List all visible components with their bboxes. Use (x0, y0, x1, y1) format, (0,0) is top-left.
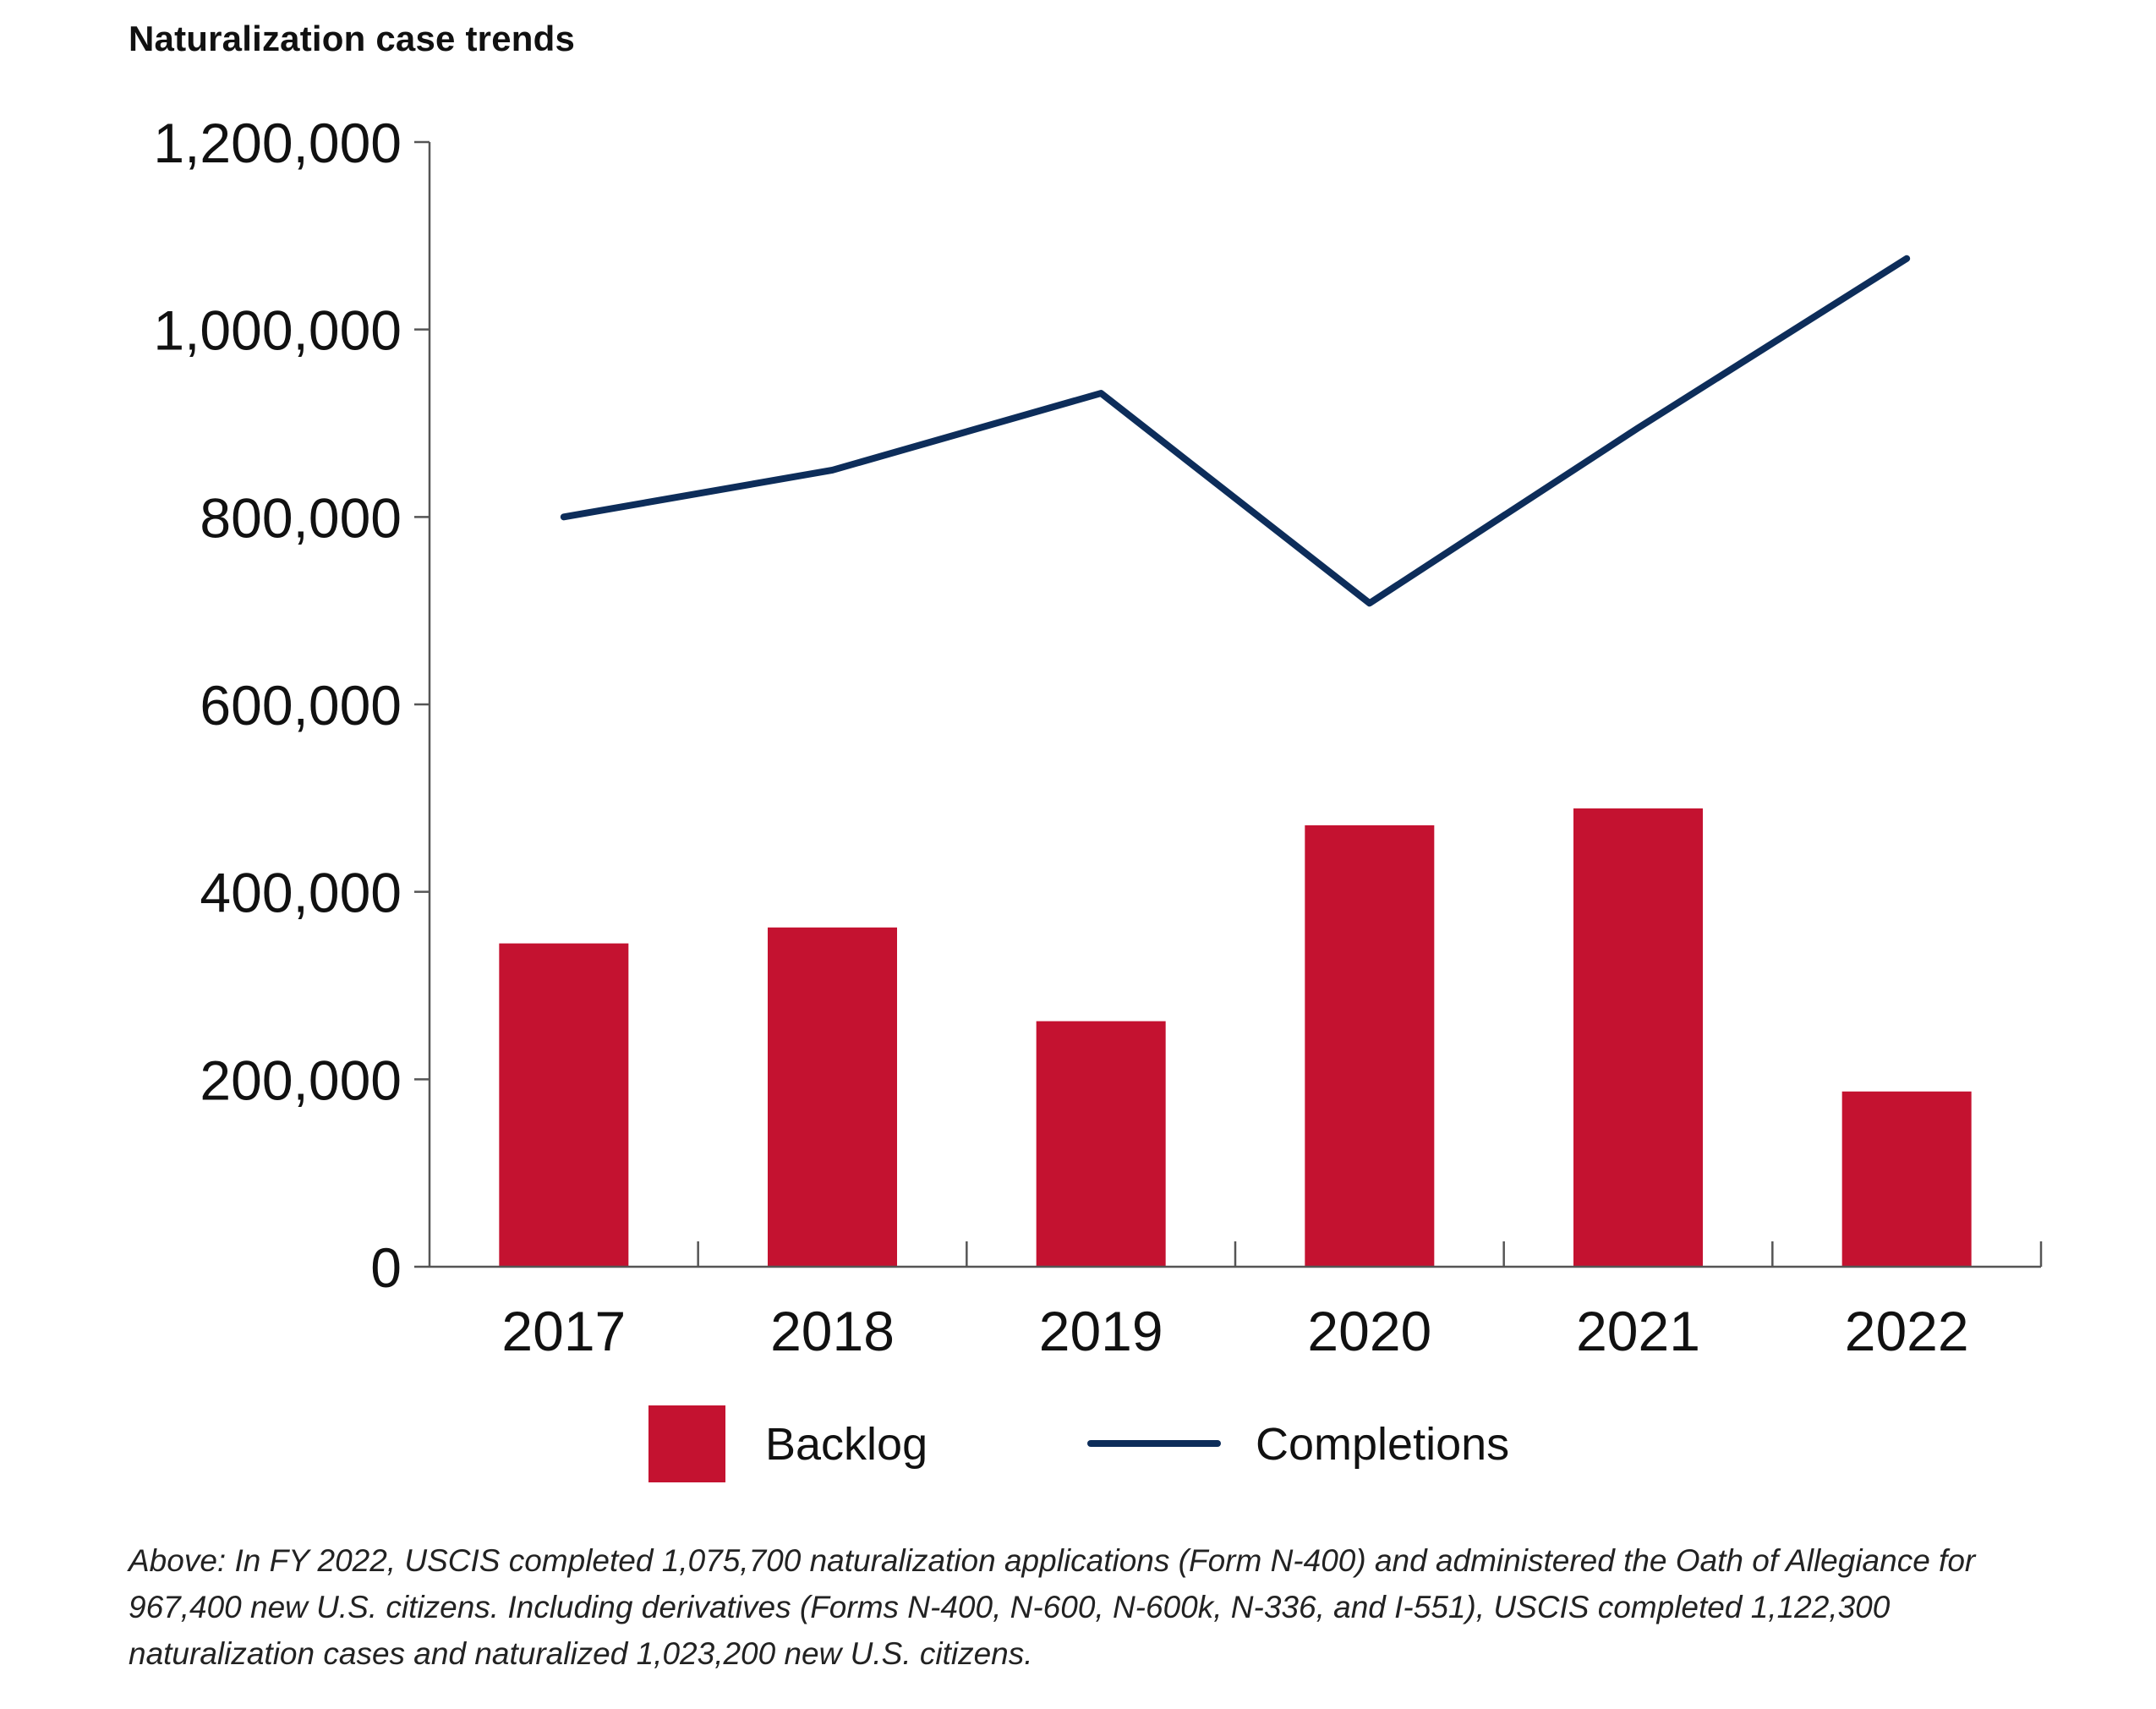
chart-svg: 0 200,000 400,000 600,000 800,000 1,000,000 1,… (153, 112, 2043, 1482)
x-tick-label: 2021 (1576, 1300, 1700, 1362)
bar-backlog-2017 (499, 943, 629, 1267)
y-tick-label: 1,200,000 (153, 112, 402, 174)
line-completions (560, 255, 1911, 607)
chart-title: Naturalization case trends (129, 19, 576, 58)
point-completions-2017 (563, 516, 565, 518)
bar-backlog-2022 (1841, 1091, 1972, 1267)
legend: Backlog Completions (648, 1405, 1509, 1482)
point-completions-2019 (1100, 392, 1102, 394)
bars-layer (499, 808, 1972, 1267)
point-completions-2021 (1638, 427, 1639, 429)
axes-layer (414, 140, 2043, 1268)
x-tick-label: 2022 (1845, 1300, 1969, 1362)
y-tick-label: 200,000 (200, 1049, 402, 1111)
y-tick-label: 400,000 (200, 862, 402, 924)
x-tick-label: 2019 (1039, 1300, 1163, 1362)
line-layer (560, 255, 1911, 607)
legend-label-completions: Completions (1256, 1419, 1509, 1470)
bar-backlog-2020 (1305, 824, 1435, 1267)
bar-backlog-2021 (1573, 808, 1703, 1267)
bar-backlog-2019 (1036, 1021, 1166, 1267)
y-tick-label: 800,000 (200, 486, 402, 549)
chart-caption: Above: In FY 2022, USCIS completed 1,075… (129, 1543, 1976, 1671)
y-tick-label: 1,000,000 (153, 299, 402, 362)
legend-swatch-backlog (648, 1405, 725, 1482)
bar-backlog-2018 (768, 927, 897, 1267)
y-tick-label: 0 (370, 1236, 402, 1299)
x-tick-label: 2020 (1307, 1300, 1431, 1362)
labels-layer: 0 200,000 400,000 600,000 800,000 1,000,000 1,… (153, 112, 1968, 1362)
y-tick-label: 600,000 (200, 674, 402, 737)
point-completions-2020 (1369, 602, 1371, 604)
x-tick-label: 2017 (501, 1300, 626, 1362)
point-completions-2018 (832, 469, 833, 471)
x-tick-label: 2018 (770, 1300, 895, 1362)
legend-label-backlog: Backlog (765, 1419, 928, 1470)
